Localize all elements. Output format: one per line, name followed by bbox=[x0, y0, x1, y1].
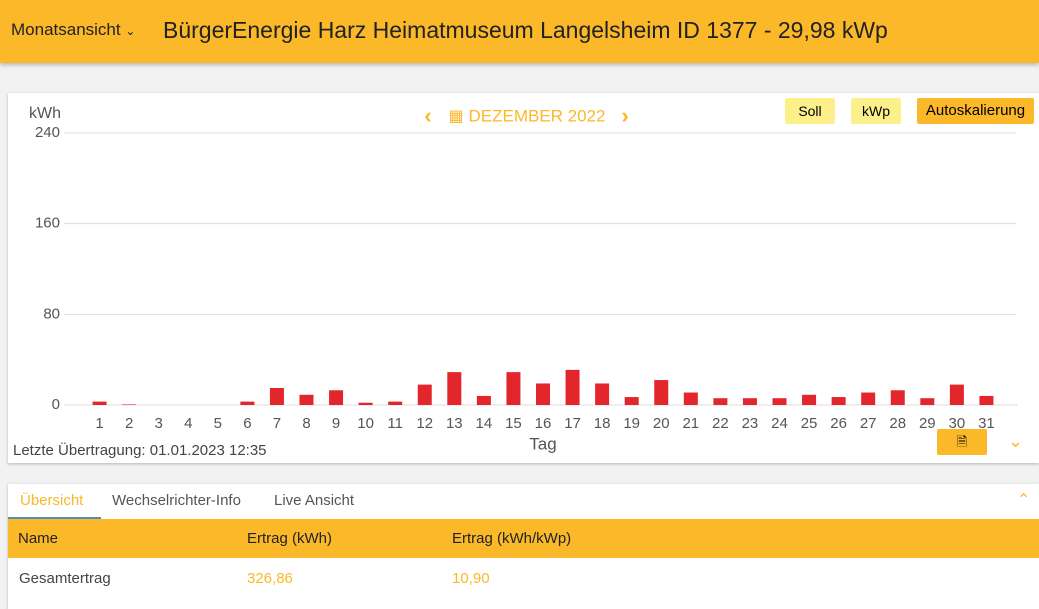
table-header: Name Ertrag (kWh) Ertrag (kWh/kWp) bbox=[8, 519, 1039, 558]
bar bbox=[595, 383, 610, 405]
x-tick-label: 13 bbox=[446, 415, 463, 432]
x-tick-label: 4 bbox=[184, 415, 192, 432]
x-tick-label: 23 bbox=[742, 415, 759, 432]
bar bbox=[802, 394, 817, 405]
bar bbox=[476, 395, 491, 405]
soll-button[interactable]: Soll bbox=[785, 98, 835, 124]
x-tick-label: 16 bbox=[535, 415, 552, 432]
bar bbox=[890, 390, 905, 405]
x-tick-label: 25 bbox=[801, 415, 818, 432]
bar bbox=[949, 384, 964, 405]
bar bbox=[388, 401, 403, 405]
info-card: Übersicht Wechselrichter-Info Live Ansic… bbox=[8, 484, 1039, 609]
x-tick-label: 15 bbox=[505, 415, 522, 432]
autoscale-button[interactable]: Autoskalierung bbox=[917, 98, 1034, 124]
tab[interactable]: Live Ansicht bbox=[274, 492, 355, 509]
bar bbox=[654, 380, 669, 405]
bar bbox=[536, 383, 550, 405]
bar bbox=[920, 398, 935, 405]
bar bbox=[506, 372, 521, 405]
x-tick-label: 26 bbox=[830, 415, 847, 432]
bar bbox=[831, 397, 846, 405]
y-tick-label: 80 bbox=[43, 305, 60, 322]
prev-month[interactable]: ‹ bbox=[424, 103, 431, 128]
last-transfer: Letzte Übertragung: 01.01.2023 12:35 bbox=[13, 442, 267, 459]
x-tick-label: 29 bbox=[919, 415, 936, 432]
x-tick-label: 7 bbox=[273, 415, 281, 432]
bar bbox=[92, 401, 107, 405]
bar bbox=[979, 395, 994, 405]
x-tick-label: 3 bbox=[155, 415, 163, 432]
row-value: 10,90 bbox=[452, 570, 490, 587]
bar bbox=[565, 369, 580, 405]
bar bbox=[358, 402, 373, 405]
x-tick-label: 9 bbox=[332, 415, 340, 432]
bar bbox=[240, 401, 255, 405]
x-tick-label: 18 bbox=[594, 415, 611, 432]
page-title: BürgerEnergie Harz Heimatmuseum Langelsh… bbox=[163, 17, 888, 43]
y-axis-label: kWh bbox=[29, 105, 61, 122]
tab-active[interactable]: Übersicht bbox=[20, 492, 84, 509]
next-month[interactable]: › bbox=[621, 103, 628, 128]
bar bbox=[122, 404, 137, 405]
menu-label[interactable]: Monatsansicht bbox=[11, 20, 121, 39]
tab-underline bbox=[8, 517, 101, 519]
bar bbox=[861, 392, 876, 405]
bar bbox=[329, 390, 344, 405]
x-tick-label: 14 bbox=[476, 415, 493, 432]
row-value: 326,86 bbox=[247, 570, 293, 587]
x-tick-label: 20 bbox=[653, 415, 670, 432]
bar bbox=[299, 394, 314, 405]
x-tick-label: 31 bbox=[978, 415, 995, 432]
tab[interactable]: Wechselrichter-Info bbox=[112, 492, 241, 509]
bar bbox=[772, 398, 787, 405]
month-label[interactable]: DEZEMBER 2022 bbox=[469, 106, 606, 125]
x-tick-label: 12 bbox=[416, 415, 433, 432]
collapse-toggle[interactable]: ⌃ bbox=[1017, 492, 1031, 509]
calendar-icon[interactable]: ▦ bbox=[448, 108, 463, 125]
bar bbox=[742, 398, 757, 405]
row-name: Gesamtertrag bbox=[19, 570, 111, 587]
x-tick-label: 28 bbox=[889, 415, 906, 432]
export-button[interactable]: 🗎 bbox=[937, 429, 987, 455]
bar bbox=[447, 372, 462, 405]
x-tick-label: 21 bbox=[682, 415, 699, 432]
x-tick-label: 19 bbox=[623, 415, 640, 432]
view-menu[interactable]: Monatsansicht ⌄ bbox=[11, 20, 136, 39]
bar bbox=[417, 384, 432, 405]
x-tick-label: 17 bbox=[564, 415, 581, 432]
column-header: Ertrag (kWh) bbox=[247, 530, 333, 547]
x-tick-label: 24 bbox=[771, 415, 788, 432]
bar bbox=[713, 398, 728, 405]
bar bbox=[624, 397, 639, 405]
column-header: Name bbox=[18, 530, 59, 547]
bar bbox=[683, 392, 698, 405]
bar bbox=[269, 388, 284, 405]
x-tick-label: 5 bbox=[214, 415, 222, 432]
x-tick-label: 8 bbox=[302, 415, 310, 432]
x-tick-label: 11 bbox=[387, 415, 403, 432]
kwp-button[interactable]: kWp bbox=[851, 98, 901, 124]
x-tick-label: 27 bbox=[860, 415, 877, 432]
x-tick-label: 6 bbox=[243, 415, 251, 432]
y-tick-label: 0 bbox=[52, 396, 60, 413]
x-tick-label: 2 bbox=[125, 415, 133, 432]
column-header: Ertrag (kWh/kWp) bbox=[452, 530, 572, 547]
expand-toggle[interactable]: ⌄ bbox=[1008, 431, 1024, 451]
y-tick-label: 240 bbox=[35, 124, 60, 141]
x-tick-label: 10 bbox=[357, 415, 374, 432]
x-tick-label: 1 bbox=[95, 415, 103, 432]
x-axis-label: Tag bbox=[529, 434, 556, 453]
y-tick-label: 160 bbox=[35, 215, 60, 232]
x-tick-label: 30 bbox=[949, 415, 966, 432]
header: Monatsansicht ⌄ BürgerEnergie Harz Heima… bbox=[0, 0, 1039, 63]
x-tick-label: 22 bbox=[712, 415, 729, 432]
